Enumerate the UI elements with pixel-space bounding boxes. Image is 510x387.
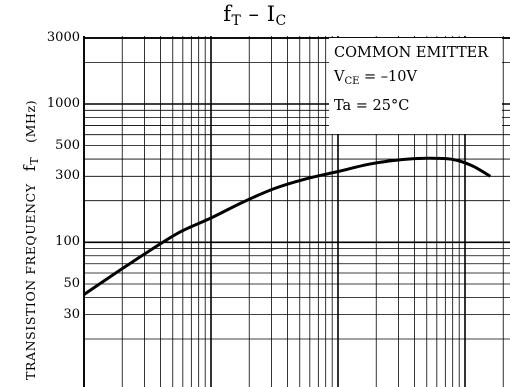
y-tick-label: 300 bbox=[55, 168, 80, 184]
grid-lines bbox=[83, 36, 510, 387]
y-tick-label: 30 bbox=[63, 306, 80, 322]
condition-line-3: Ta = 25°C bbox=[334, 98, 410, 114]
series-curve bbox=[83, 156, 492, 296]
y-tick-label: 3000 bbox=[46, 30, 80, 45]
y-axis-label: TRANSISTION FREQUENCYfT(MHz) bbox=[20, 99, 41, 380]
condition-line-2: VCE = –10V bbox=[334, 69, 417, 87]
y-axis-ticks: 3000 1000 500 300 100 50 30 bbox=[0, 0, 80, 387]
y-tick-label: 1000 bbox=[46, 96, 80, 111]
condition-line-1: COMMON EMITTER bbox=[334, 45, 489, 61]
y-tick-label: 100 bbox=[55, 234, 80, 250]
conditions-legend: COMMON EMITTER VCE = –10V Ta = 25°C bbox=[329, 38, 502, 134]
series-line bbox=[83, 156, 492, 296]
chart-title: fT – IC bbox=[223, 2, 287, 29]
y-tick-label: 50 bbox=[63, 275, 80, 291]
y-tick-label: 500 bbox=[55, 137, 80, 153]
